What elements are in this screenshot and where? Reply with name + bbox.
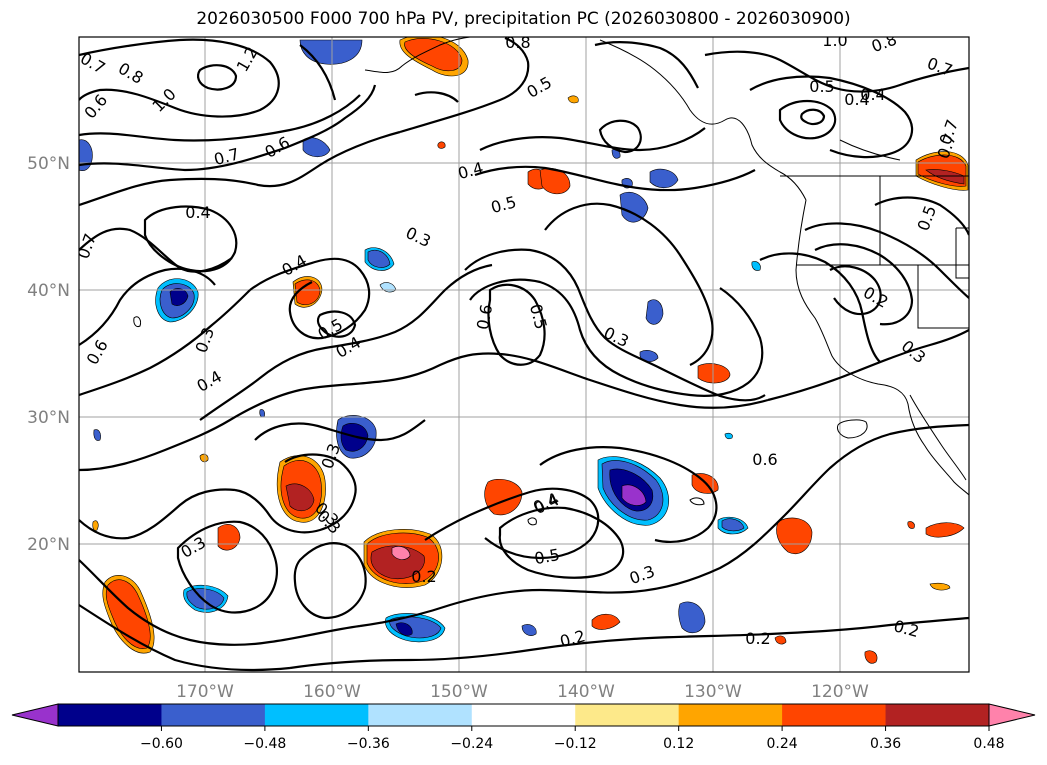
colorbar: −0.60 −0.48 −0.36 −0.24 −0.12 0.12 0.24 0.36 0.4…: [11, 703, 1036, 752]
contour-label: 1.0: [822, 31, 847, 50]
map-frame: [78, 36, 970, 673]
lon-label: 120°W: [811, 682, 869, 702]
colorbar-cell: [575, 704, 680, 726]
precip-negative-patches: [79, 39, 761, 643]
graticule: [79, 37, 969, 672]
colorbar-ticks: −0.60 −0.48 −0.36 −0.24 −0.12 0.12 0.24 0.36 0.4…: [140, 726, 1005, 752]
contour-label: 0.6: [473, 303, 496, 331]
colorbar-extend-max: [988, 703, 1036, 727]
colorbar-cell: [161, 704, 266, 726]
contour-label: 0.5: [533, 545, 561, 568]
colorbar-cell: [58, 704, 162, 726]
colorbar-tick-label: −0.60: [140, 736, 183, 752]
lat-label: 30°N: [27, 408, 70, 428]
longitude-labels: 170°W 160°W 150°W 140°W 130°W 120°W: [176, 682, 869, 702]
colorbar-tick-label: −0.12: [554, 736, 597, 752]
contour-label: 0.4: [185, 203, 210, 222]
lat-label: 20°N: [27, 535, 70, 555]
colorbar-tick-label: 0.36: [870, 736, 901, 752]
contour-label: 0.8: [505, 33, 530, 52]
lon-label: 130°W: [684, 682, 742, 702]
contour-label: 0.6: [752, 450, 777, 469]
lon-label: 160°W: [303, 682, 361, 702]
colorbar-tick-label: 0.12: [663, 736, 694, 752]
latitude-labels: 50°N 40°N 30°N 20°N: [27, 154, 70, 555]
colorbar-frame: [57, 703, 990, 727]
lat-label: 50°N: [27, 154, 70, 174]
lon-label: 140°W: [557, 682, 615, 702]
contour-label: 0.2: [411, 567, 436, 586]
contour-label: 0.5: [809, 77, 834, 96]
map-area: 1.2 1.0 0.8 0.8 0.7 0.7 0.6 0.6 0.7 0.6 …: [79, 31, 969, 672]
lat-label: 40°N: [27, 281, 70, 301]
colorbar-cell: [264, 704, 369, 726]
colorbar-cells: [58, 704, 990, 726]
contour-label: 0.4: [844, 90, 869, 109]
colorbar-tick-label: −0.48: [243, 736, 286, 752]
colorbar-tick-label: −0.24: [450, 736, 493, 752]
map-title: 2026030500 F000 700 hPa PV, precipitatio…: [196, 9, 851, 29]
contour-label: 0.2: [745, 629, 770, 648]
colorbar-tick-label: 0.24: [767, 736, 798, 752]
colorbar-extend-min: [11, 703, 59, 727]
colorbar-tick-label: 0.48: [973, 736, 1004, 752]
lon-label: 170°W: [176, 682, 234, 702]
colorbar-tick-label: −0.36: [347, 736, 390, 752]
colorbar-cell: [678, 704, 783, 726]
colorbar-cell: [885, 704, 990, 726]
colorbar-cell: [471, 704, 576, 726]
coastlines: [133, 37, 969, 526]
colorbar-cell: [782, 704, 887, 726]
pv-contours: [79, 37, 969, 671]
colorbar-cell: [368, 704, 473, 726]
lon-label: 150°W: [430, 682, 488, 702]
contour-label: 0.4: [860, 85, 885, 104]
